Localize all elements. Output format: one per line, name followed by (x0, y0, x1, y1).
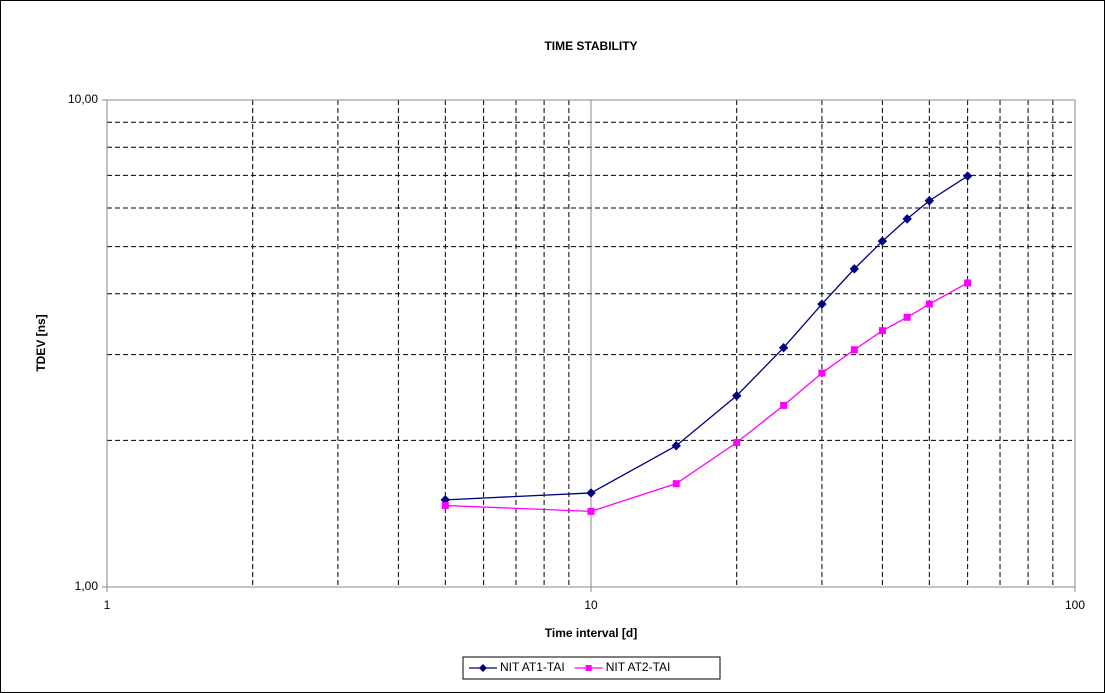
point (849, 264, 860, 274)
point (780, 401, 788, 409)
point (818, 369, 826, 377)
point (778, 342, 789, 353)
point (586, 488, 596, 498)
x-tick-label: 100 (1065, 598, 1085, 612)
y-tick-label: 1,00 (75, 579, 99, 593)
point (672, 480, 680, 488)
point (733, 439, 741, 447)
plot-border (106, 99, 1076, 588)
point (731, 391, 742, 401)
y-tick-label: 10,00 (68, 92, 98, 106)
point (924, 196, 935, 206)
chart-title: TIME STABILITY (544, 39, 637, 53)
point (962, 171, 973, 181)
x-tick-label: 1 (104, 598, 111, 612)
point (587, 507, 595, 515)
point (902, 214, 912, 224)
point (817, 299, 827, 309)
y-axis-label: TDEV [ns] (34, 314, 48, 371)
point (441, 502, 449, 510)
point (925, 300, 933, 308)
point (964, 279, 972, 287)
x-tick-label: 10 (584, 598, 598, 612)
legend-label: NIT AT1-TAI (500, 660, 565, 674)
point (671, 441, 681, 451)
legend-marker (479, 664, 487, 672)
point (878, 327, 886, 335)
legend-label: NIT AT2-TAI (606, 660, 671, 674)
point (850, 346, 858, 354)
legend-marker (585, 665, 592, 671)
point (877, 236, 888, 246)
x-axis-label: Time interval [d] (545, 626, 637, 640)
point (903, 313, 911, 321)
